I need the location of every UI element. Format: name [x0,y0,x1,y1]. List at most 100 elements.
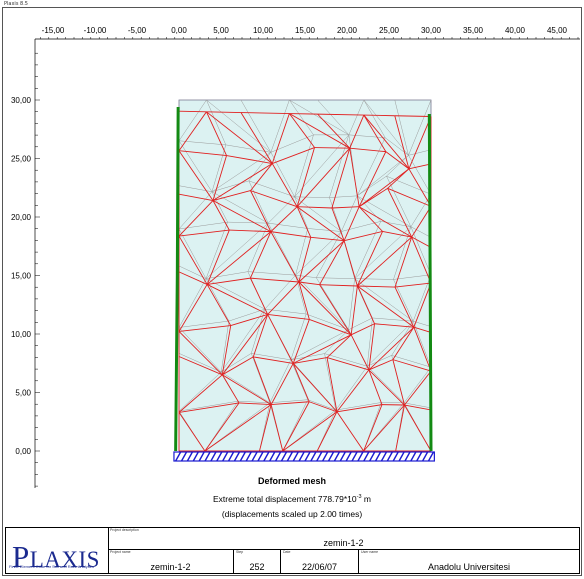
deformed-mesh-edge [298,240,345,283]
project-name-cell: Project name zemin-1-2 [108,550,234,573]
deformed-mesh-edge [326,357,370,371]
deformed-mesh-edge [289,113,350,149]
deformed-mesh-edge [222,356,254,376]
deformed-mesh-edge [356,285,375,324]
original-mesh-edge [178,228,207,279]
original-mesh-edge [329,197,342,232]
original-mesh-edge [247,271,296,276]
fixity-hatch [398,451,405,462]
x-tick-label: 45,00 [547,26,568,35]
deformed-mesh-edge [404,370,432,406]
user-name-cell: User name Anadolu Universitesi [359,550,579,573]
original-mesh-edge [386,155,409,177]
deformed-mesh-edge [259,404,272,452]
project-name: zemin-1-2 [150,562,191,572]
fixity-hatch [392,451,399,462]
fixity-hatch [198,451,205,462]
title-block: PLAXIS Finite Element Code for Soil and … [5,527,580,574]
deformed-mesh-edge [271,401,310,406]
fixity-hatch [374,451,382,462]
original-mesh-edge [367,366,405,403]
original-mesh-edge [363,99,386,138]
deformed-mesh-edge [394,282,432,288]
original-mesh-edge [348,317,373,330]
original-mesh-edge [238,400,270,404]
deformed-mesh-edge [178,356,223,376]
deformed-mesh-edge [387,168,410,189]
deformed-mesh-edge [368,369,383,405]
y-tick-label: 10,00 [11,330,32,339]
fixity-hatch [316,451,323,462]
original-mesh-edge [410,194,432,227]
step-value: 252 [249,562,265,572]
extreme-displacement: Extreme total displacement 778.79*10-3 m [0,494,584,504]
deformed-mesh-edge [385,151,410,170]
original-mesh-edge [335,366,368,411]
plot-frame [2,7,582,576]
deformed-mesh-edge [298,281,310,320]
deformed-mesh-edge [411,236,432,284]
original-mesh-edge [372,317,414,322]
deformed-mesh-edge [394,115,432,117]
original-mesh-edge [268,222,308,229]
deformed-mesh-edge [252,356,272,405]
deformed-mesh-edge [336,411,364,452]
original-mesh-edge [270,134,314,153]
deformed-mesh-edge [392,359,432,372]
deformed-mesh-edge [221,374,240,404]
project-description: zemin-1-2 [323,538,364,548]
deformed-mesh-edge [408,163,432,170]
original-mesh-edge [251,353,291,361]
original-mesh-edge [220,321,230,373]
deformed-mesh-edge [350,334,370,371]
fixity-hatch [310,451,317,462]
original-mesh-edge [178,400,239,412]
fixity-hatch [427,451,435,462]
deformed-mesh-edge [289,113,318,115]
deformed-mesh-edge [292,363,310,402]
deformed-mesh-edge [413,326,432,333]
original-mesh-edge [335,402,382,411]
deformed-mesh-edge [292,319,310,364]
deformed-mesh-edge [204,402,240,452]
deformed-mesh-edge [413,282,432,328]
fixity-hatch [180,451,188,462]
original-mesh-edge [367,321,414,367]
deformed-mesh-edge [363,114,395,117]
original-mesh-edge [408,99,432,156]
y-tick-label: 5,00 [15,389,31,398]
original-mesh-edge [410,226,432,275]
deformed-mesh-edge [319,284,352,336]
original-mesh-edge [267,196,295,224]
deformed-mesh-edge [349,148,360,207]
deformed-mesh-edge [178,412,206,452]
deformed-mesh-edge [178,110,207,113]
x-tick-label: 35,00 [463,26,484,35]
original-mesh-edge [178,327,222,373]
original-mesh-edge [356,137,386,196]
x-tick-label: 25,00 [379,26,400,35]
original-mesh-edge [316,277,349,330]
original-mesh-edge [178,99,207,141]
deformed-mesh-edge [206,111,227,156]
original-mesh-edge [394,99,409,156]
original-mesh-edge [386,176,412,227]
deformed-mesh-edge [413,327,432,372]
fixity-hatch [186,451,194,462]
deformed-mesh-edge [250,163,273,191]
deformed-mesh-edge [178,325,231,332]
deformed-mesh-edge [249,277,269,315]
original-mesh-edge [410,226,432,238]
fixity-hatch [175,451,182,462]
original-mesh-edge [251,309,266,354]
deformed-mesh-edge [358,206,412,238]
original-mesh-edge [248,180,269,224]
project-description-label: Project description [110,528,139,532]
fixity-hatch [251,451,258,462]
deformed-mesh-edge [394,236,413,288]
deformed-mesh-edge [267,313,310,320]
bottom-fixities [173,451,435,462]
ruler-left: 30,00 25,00 20,00 15,00 10,00 5,00 0,00 [11,39,40,488]
fixity-hatch [351,451,358,462]
deformed-mesh-edge [204,404,272,452]
